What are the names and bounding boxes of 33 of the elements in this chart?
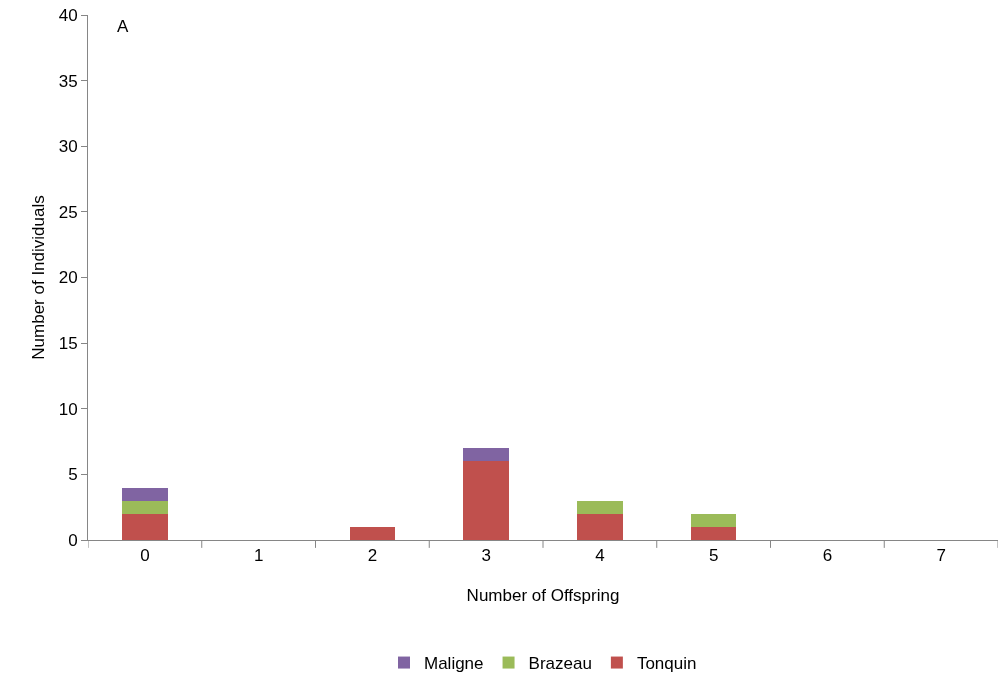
bar bbox=[122, 500, 168, 514]
x-tick-label: 4 bbox=[595, 546, 605, 566]
y-tick-label: 15 bbox=[58, 334, 78, 354]
y-tick-label: 40 bbox=[58, 5, 78, 25]
x-tick-label: 7 bbox=[936, 546, 946, 566]
bar bbox=[690, 513, 737, 527]
bar bbox=[349, 526, 396, 540]
y-tick-label: 35 bbox=[58, 71, 78, 91]
legend-label: Tonquin bbox=[636, 654, 697, 674]
legend-label: Maligne bbox=[424, 654, 484, 674]
annotation: A bbox=[117, 17, 129, 36]
bar bbox=[690, 526, 737, 540]
bar bbox=[577, 500, 623, 514]
x-tick-label: 2 bbox=[367, 546, 378, 566]
y-tick-label: 5 bbox=[68, 465, 78, 485]
x-tick-label: 5 bbox=[708, 546, 719, 566]
bar bbox=[463, 448, 509, 462]
bar bbox=[122, 513, 168, 540]
x-tick-label: 3 bbox=[481, 546, 491, 566]
y-tick-label: 0 bbox=[68, 530, 78, 550]
x-axis-title: Number of Offspring bbox=[466, 586, 620, 605]
legend-label: Brazeau bbox=[528, 654, 592, 674]
x-tick-label: 6 bbox=[822, 546, 833, 566]
x-tick-label: 1 bbox=[253, 546, 264, 566]
bar bbox=[463, 461, 509, 540]
bar bbox=[577, 513, 623, 540]
y-tick-label: 10 bbox=[58, 399, 78, 419]
bar bbox=[122, 487, 168, 501]
y-tick-label: 30 bbox=[58, 137, 78, 157]
x-tick-label: 0 bbox=[140, 546, 150, 566]
y-axis-title: Number of Individuals bbox=[29, 195, 48, 360]
y-tick-label: 25 bbox=[58, 202, 78, 222]
y-tick-label: 20 bbox=[58, 268, 78, 288]
